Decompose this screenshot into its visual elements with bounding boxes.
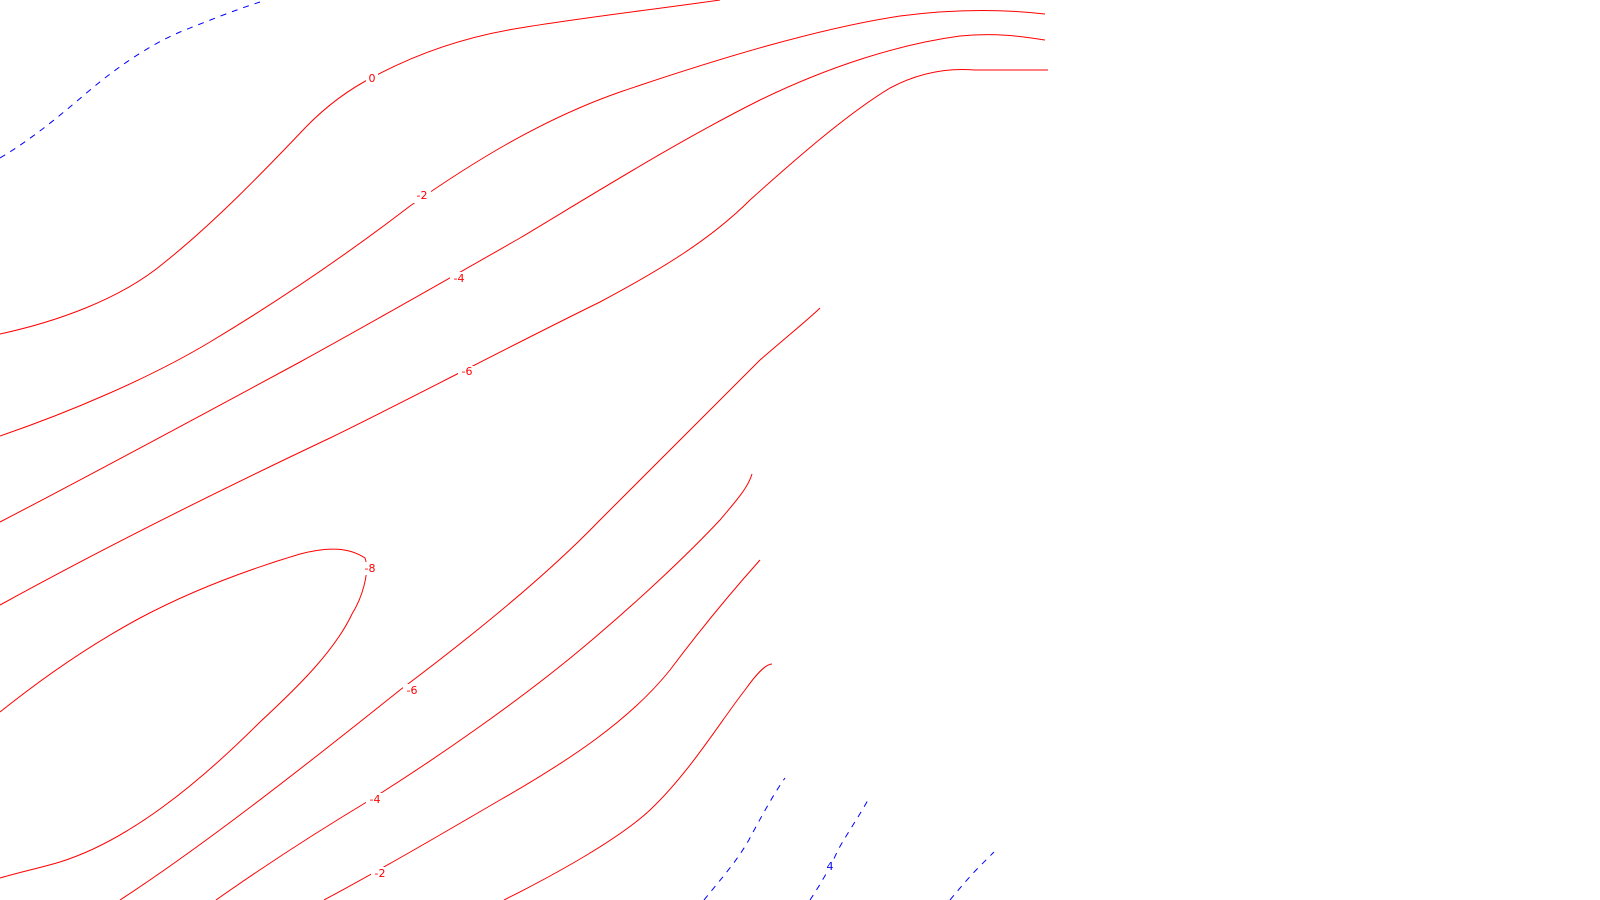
- contour-line-neg8: [0, 548, 367, 879]
- svg-text:-6: -6: [407, 684, 418, 697]
- contour-label-0: 0: [366, 72, 378, 85]
- svg-text:4: 4: [827, 860, 834, 873]
- svg-text:0: 0: [369, 72, 376, 85]
- contour-label-neg2-upper: -2: [413, 189, 431, 203]
- contour-label-neg8: -8: [361, 562, 379, 575]
- contour-label-neg2-lower: -2: [371, 867, 389, 880]
- contour-label-neg6-lower: -6: [403, 684, 421, 697]
- contour-label-neg4-upper: -4: [450, 272, 468, 285]
- contour-line-positive-lower-c: [949, 851, 995, 900]
- contour-label-neg4-lower: -4: [366, 793, 384, 806]
- svg-text:-6: -6: [462, 365, 473, 378]
- contour-line-neg6-upper: [0, 69, 1048, 606]
- contour-line-positive-4-lower: [809, 799, 869, 900]
- contour-line-neg2-lower: [323, 559, 761, 900]
- contour-line-positive-lower-a: [703, 777, 786, 900]
- contour-line-neg4-lower: [215, 473, 753, 900]
- contour-line-neg6-lower: [119, 307, 821, 900]
- contour-line-0: [0, 0, 721, 335]
- svg-text:-2: -2: [375, 867, 386, 880]
- contour-label-neg6-upper: -6: [458, 365, 476, 379]
- contour-line-neg2-upper: [0, 10, 1046, 437]
- contour-label-positive-4: 4: [824, 860, 836, 873]
- svg-text:-2: -2: [417, 189, 428, 202]
- svg-text:-4: -4: [370, 793, 381, 806]
- contour-line-0-lower: [503, 663, 773, 900]
- contour-line-neg4-upper: [0, 34, 1046, 523]
- svg-text:-8: -8: [365, 562, 376, 575]
- svg-text:-4: -4: [454, 272, 465, 285]
- contour-line-positive-upper-left: [0, 1, 261, 159]
